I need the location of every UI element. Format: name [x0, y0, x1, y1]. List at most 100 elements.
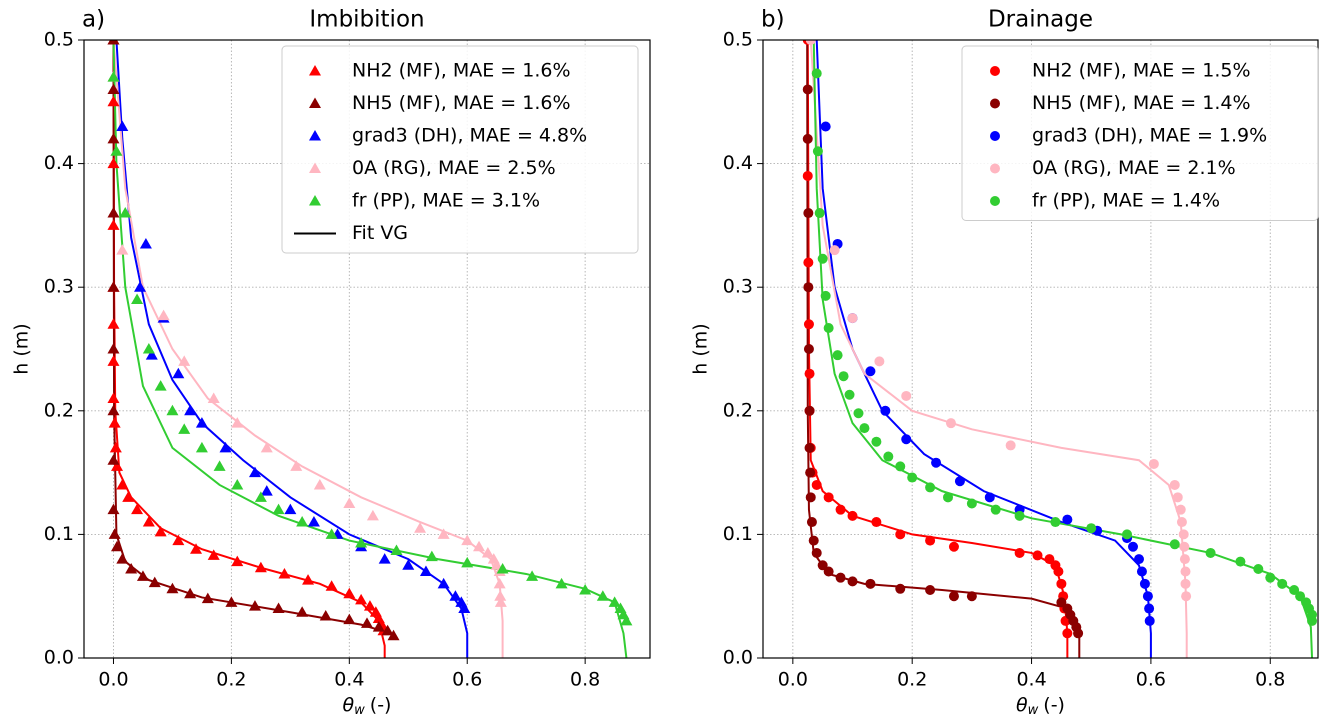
data-point — [804, 442, 815, 453]
data-point — [1179, 541, 1190, 552]
data-point — [122, 491, 135, 502]
data-point — [954, 476, 965, 487]
data-point — [865, 578, 876, 589]
data-point — [1289, 585, 1300, 596]
data-point — [343, 497, 356, 508]
data-point — [844, 389, 855, 400]
data-point — [139, 237, 152, 249]
data-point — [1044, 554, 1055, 565]
y-tick-label: 0.0 — [44, 647, 74, 669]
data-point — [116, 478, 129, 490]
legend-marker — [990, 131, 1000, 141]
data-point — [1128, 541, 1138, 552]
data-point — [803, 257, 814, 268]
data-point — [1050, 517, 1061, 528]
data-point — [154, 380, 167, 391]
data-point — [473, 540, 486, 552]
data-point — [116, 553, 129, 564]
data-point — [190, 543, 203, 554]
y-axis-title: h (m) — [11, 323, 33, 374]
y-tick-label: 0.2 — [723, 399, 753, 421]
axes-frame — [83, 39, 651, 659]
data-point — [1014, 547, 1025, 558]
data-point — [290, 460, 303, 471]
legend-label: Fit VG — [352, 222, 408, 244]
data-point — [195, 417, 208, 428]
data-point — [260, 485, 273, 496]
data-point — [355, 537, 368, 548]
data-point — [820, 290, 831, 301]
legend-marker — [309, 130, 321, 141]
data-point — [107, 392, 120, 403]
data-point — [178, 423, 191, 434]
data-point — [178, 355, 191, 366]
data-point — [1180, 578, 1191, 589]
data-point — [107, 343, 120, 354]
x-tick-label: 0.6 — [452, 669, 482, 691]
data-point — [847, 313, 858, 324]
legend-box — [961, 45, 1319, 221]
y-tick-label: 0.3 — [723, 276, 753, 298]
legend-label: NH2 (MF), MAE = 1.6% — [352, 60, 571, 82]
data-point — [381, 624, 394, 636]
data-point — [883, 451, 894, 462]
plot-area — [107, 40, 633, 658]
legend-label: 0A (RG), MAE = 2.5% — [352, 157, 556, 179]
data-point — [213, 460, 226, 471]
data-point — [948, 541, 959, 552]
x-label-subscript: w — [1028, 703, 1039, 716]
data-point — [302, 574, 315, 585]
data-point — [1073, 628, 1084, 639]
x-label-subscript: w — [354, 703, 365, 716]
data-point — [134, 281, 147, 292]
data-point — [802, 133, 813, 144]
data-point — [157, 309, 170, 321]
data-point — [925, 585, 936, 596]
data-point — [805, 467, 816, 478]
data-point — [802, 84, 813, 95]
x-label-symbol: θ — [343, 694, 355, 716]
legend-marker — [309, 65, 321, 76]
data-point — [526, 570, 539, 581]
data-point — [835, 504, 846, 515]
data-point — [1265, 572, 1276, 583]
data-point — [390, 544, 403, 555]
data-point — [803, 319, 814, 330]
panel-label: a) — [82, 7, 105, 33]
y-tick-label: 0.2 — [44, 399, 74, 421]
data-point — [110, 145, 123, 156]
data-point — [901, 434, 912, 445]
data-point — [458, 602, 471, 614]
legend-label: NH5 (MF), MAE = 1.4% — [1032, 92, 1251, 114]
legend-label: NH5 (MF), MAE = 1.6% — [352, 92, 571, 114]
data-point — [363, 600, 376, 611]
data-point — [296, 516, 309, 527]
data-point — [1172, 492, 1183, 503]
x-tick-label: 0.0 — [778, 669, 808, 691]
fit-line — [112, 40, 628, 658]
data-point — [817, 253, 828, 264]
data-point — [817, 560, 828, 571]
data-point — [1005, 440, 1016, 451]
data-point — [1136, 566, 1147, 577]
data-point — [107, 281, 120, 292]
data-point — [481, 546, 494, 558]
data-point — [207, 392, 220, 403]
x-label-unit: (-) — [1043, 694, 1065, 716]
data-point — [811, 479, 822, 490]
data-point — [907, 472, 918, 483]
x-tick-label: 0.6 — [1136, 669, 1166, 691]
data-point — [579, 584, 592, 595]
data-point — [812, 146, 823, 157]
data-point — [555, 577, 568, 589]
data-point — [804, 405, 815, 416]
data-point — [231, 478, 244, 490]
data-point — [874, 356, 885, 367]
data-point — [207, 549, 220, 560]
data-point — [107, 207, 120, 218]
legend-marker — [990, 163, 1000, 174]
data-point — [1169, 479, 1180, 490]
data-point — [494, 590, 507, 601]
data-point — [1086, 523, 1097, 534]
